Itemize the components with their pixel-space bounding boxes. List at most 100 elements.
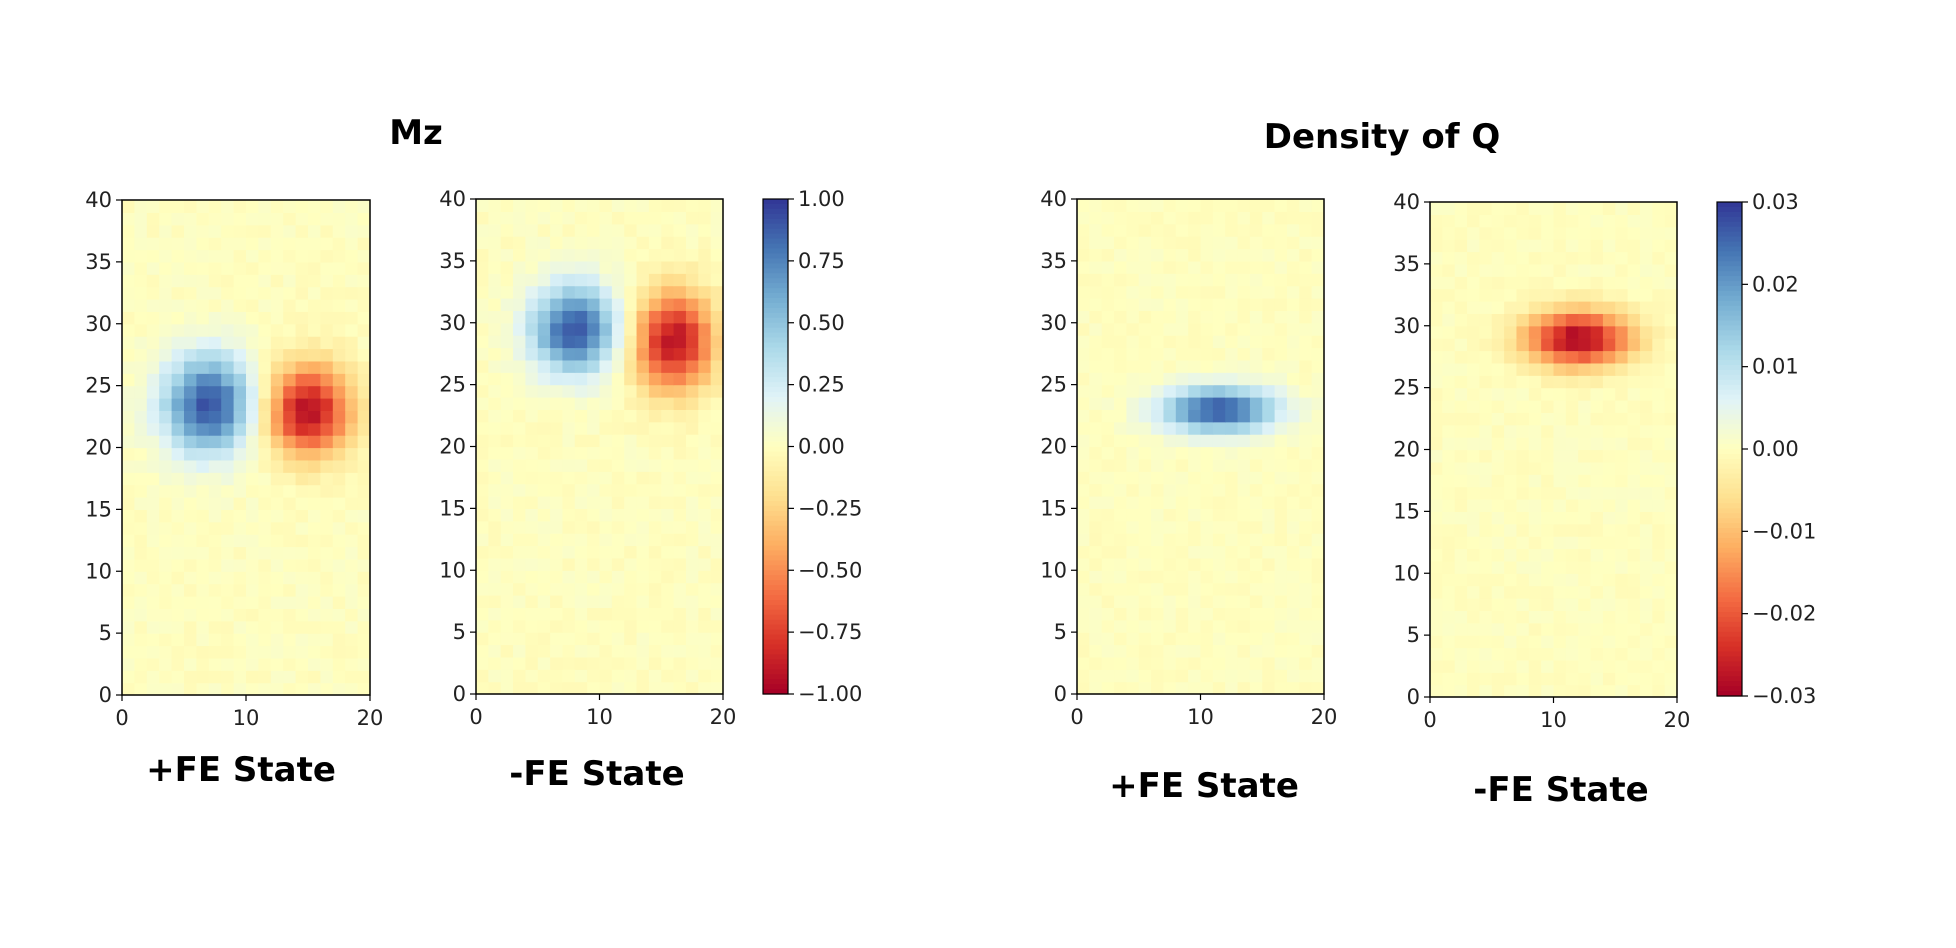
- heatmap-cell: [550, 199, 564, 212]
- colorbar-segment: [1717, 330, 1742, 336]
- heatmap-cell: [1602, 350, 1616, 364]
- heatmap-cell: [500, 458, 514, 472]
- heatmap-cell: [258, 459, 272, 473]
- colorbar-segment: [1717, 646, 1742, 653]
- heatmap-cell: [611, 372, 625, 386]
- heatmap-cell: [1504, 449, 1518, 463]
- heatmap-cell: [1175, 359, 1189, 373]
- heatmap-cell: [332, 385, 346, 399]
- heatmap-cell: [1541, 461, 1555, 475]
- heatmap-cell: [283, 546, 297, 560]
- heatmap-cell: [1188, 619, 1202, 633]
- heatmap-cell: [1528, 214, 1542, 228]
- heatmap-cell: [1163, 199, 1177, 212]
- heatmap-cell: [1553, 622, 1567, 636]
- heatmap-cell: [1286, 211, 1300, 225]
- heatmap-cell: [1249, 199, 1263, 212]
- heatmap-cell: [1089, 372, 1103, 386]
- heatmap-cell: [624, 520, 638, 534]
- heatmap-cell: [171, 237, 185, 251]
- heatmap-cell: [1479, 301, 1493, 314]
- heatmap-cell: [1101, 557, 1115, 571]
- heatmap-cell: [685, 322, 699, 336]
- heatmap-cell: [221, 323, 235, 337]
- heatmap-cell: [1299, 335, 1313, 349]
- heatmap-cell: [146, 682, 160, 696]
- heatmap-cell: [258, 435, 272, 449]
- heatmap-cell: [1504, 412, 1518, 426]
- heatmap-cell: [1274, 681, 1288, 695]
- heatmap-cell: [196, 620, 210, 634]
- heatmap-cell: [1200, 644, 1214, 658]
- heatmap-cell: [208, 385, 222, 399]
- heatmap-cell: [488, 223, 502, 237]
- heatmap-cell: [1504, 375, 1518, 389]
- heatmap-cell: [1627, 375, 1641, 389]
- heatmap-cell: [258, 299, 272, 312]
- heatmap-cell: [1454, 214, 1468, 228]
- heatmap-cell: [1553, 202, 1567, 215]
- heatmap-cell: [1602, 387, 1616, 401]
- heatmap-cell: [1467, 313, 1480, 327]
- heatmap-cell: [320, 385, 334, 399]
- heatmap-cell: [1299, 273, 1313, 287]
- heatmap-cell: [1565, 573, 1579, 587]
- heatmap-cell: [1442, 548, 1456, 562]
- colorbar-tick-label: 0.00: [1752, 437, 1799, 461]
- heatmap-cell: [574, 582, 588, 596]
- heatmap-cell: [698, 656, 712, 670]
- heatmap-cell: [146, 224, 160, 238]
- heatmap-cell: [196, 410, 210, 424]
- heatmap-cell: [698, 582, 712, 596]
- heatmap-cell: [1467, 350, 1480, 364]
- heatmap-cell: [146, 274, 160, 288]
- heatmap-cell: [258, 212, 272, 226]
- heatmap-cell: [208, 670, 222, 684]
- heatmap-cell: [611, 359, 625, 373]
- heatmap-cell: [1479, 486, 1493, 500]
- heatmap-cell: [1516, 573, 1530, 587]
- heatmap-cell: [525, 533, 539, 547]
- heatmap-cell: [1541, 387, 1555, 401]
- heatmap-cell: [1639, 263, 1653, 277]
- heatmap-cell: [1200, 322, 1214, 336]
- heatmap-cell: [1163, 397, 1177, 410]
- heatmap-cell: [1664, 313, 1678, 327]
- heatmap-cell: [611, 211, 625, 225]
- colorbar-segment: [763, 664, 788, 670]
- heatmap-cell: [122, 410, 135, 424]
- heatmap-cell: [258, 497, 272, 510]
- heatmap-cell: [332, 472, 346, 486]
- heatmap-cell: [1101, 359, 1115, 373]
- heatmap-cell: [1664, 251, 1678, 265]
- heatmap-cell: [1200, 656, 1214, 670]
- heatmap-cell: [1430, 659, 1443, 673]
- heatmap-cell: [1479, 251, 1493, 265]
- heatmap-cell: [1089, 471, 1103, 485]
- x-tick-label: 0: [115, 706, 128, 730]
- colorbar-segment: [1717, 355, 1742, 361]
- heatmap-cell: [1249, 285, 1263, 299]
- heatmap-cell: [1188, 236, 1202, 250]
- heatmap-cell: [1286, 570, 1300, 584]
- heatmap-cell: [308, 447, 321, 461]
- heatmap-cell: [1627, 647, 1641, 661]
- heatmap-cell: [1430, 338, 1443, 352]
- heatmap-cell: [476, 335, 489, 349]
- heatmap-cell: [1541, 202, 1555, 215]
- heatmap-cell: [500, 656, 514, 670]
- heatmap-cell: [1516, 313, 1530, 327]
- heatmap-cell: [624, 607, 638, 621]
- heatmap-cell: [562, 669, 576, 683]
- heatmap-cell: [1175, 582, 1189, 596]
- heatmap-cell: [320, 534, 334, 548]
- heatmap-cell: [488, 322, 502, 336]
- heatmap-cell: [476, 372, 489, 386]
- heatmap-cell: [1188, 273, 1202, 287]
- heatmap-cell: [1077, 570, 1090, 584]
- heatmap-cell: [1089, 298, 1103, 311]
- heatmap-cell: [1200, 520, 1214, 534]
- heatmap-cell: [258, 385, 272, 399]
- heatmap-cell: [636, 557, 650, 571]
- heatmap-cell: [513, 632, 526, 646]
